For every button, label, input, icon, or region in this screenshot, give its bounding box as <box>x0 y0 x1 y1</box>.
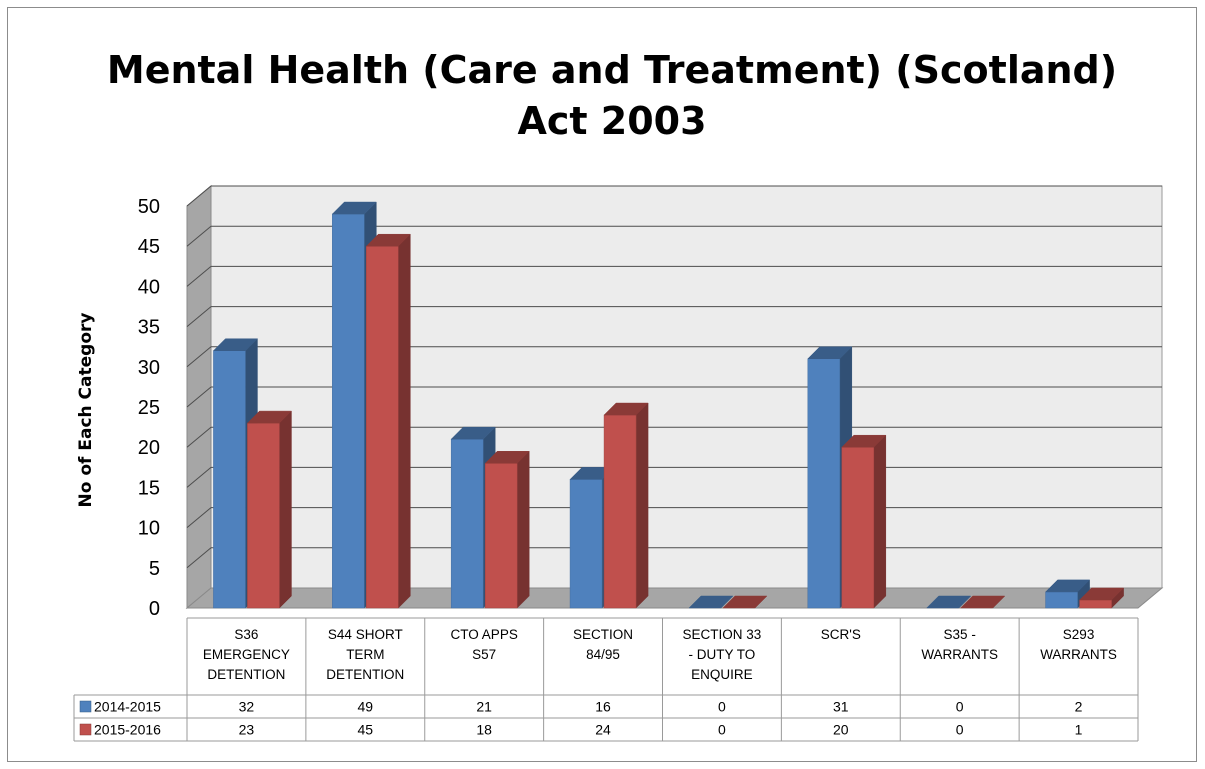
bar-top-2014-2015 <box>212 338 259 351</box>
gridline-side <box>186 547 212 569</box>
bar-top-2014-2015 <box>331 201 377 215</box>
y-tick-label: 40 <box>138 276 160 298</box>
data-table-cell: 21 <box>476 699 492 715</box>
bar-top-2014-2015 <box>688 595 734 609</box>
data-table-cell: 45 <box>358 722 374 738</box>
bar-2015-2016 <box>484 463 518 609</box>
chart-title-line-1: Mental Health (Care and Treatment) (Scot… <box>107 48 1117 92</box>
y-tick-label: 15 <box>138 477 160 499</box>
data-table-cell: 0 <box>956 722 964 738</box>
data-table-cell: 32 <box>239 699 255 715</box>
category-label: CTO APPS <box>451 627 518 642</box>
bar-top-2015-2016 <box>1078 587 1125 601</box>
bar-2014-2015 <box>450 438 484 609</box>
gridline-side <box>186 266 212 287</box>
bar-2015-2016 <box>603 414 637 609</box>
category-label: - DUTY TO <box>689 647 756 662</box>
chart-title-line-2: Act 2003 <box>517 99 706 143</box>
data-table-cell: 0 <box>956 699 964 715</box>
category-label: SCR'S <box>821 627 861 642</box>
bar-top-2014-2015 <box>926 595 972 609</box>
y-tick-label: 10 <box>138 518 160 540</box>
category-label: WARRANTS <box>921 647 998 662</box>
category-label: S293 <box>1063 627 1095 642</box>
data-table-cell: 0 <box>718 699 726 715</box>
bar-2015-2016 <box>841 446 875 609</box>
y-tick-label: 50 <box>138 196 160 218</box>
bar-side-2015-2016 <box>279 410 292 609</box>
bar-2015-2016 <box>247 422 280 609</box>
bar-side-2015-2016 <box>635 402 649 609</box>
category-label: S44 SHORT <box>328 627 403 642</box>
data-table-cell: 1 <box>1075 722 1083 738</box>
gridline-side <box>186 467 212 488</box>
data-table-cell: 18 <box>476 722 492 738</box>
category-label: SECTION <box>573 627 633 642</box>
gridline-side <box>186 426 212 448</box>
category-label: EMERGENCY <box>203 647 290 662</box>
category-label: SECTION 33 <box>683 627 762 642</box>
gridline-side <box>186 306 212 327</box>
data-table-cell: 24 <box>595 722 611 738</box>
bar-2014-2015 <box>1045 591 1078 609</box>
bar-2014-2015 <box>332 213 365 609</box>
legend-label: 2015-2016 <box>94 722 161 738</box>
bar-2014-2015 <box>213 350 246 609</box>
bar-2014-2015 <box>807 358 841 609</box>
legend-key-2015-2016 <box>79 723 92 736</box>
bar-2015-2016 <box>1079 599 1112 609</box>
bar-top-2015-2016 <box>722 595 768 609</box>
y-tick-label: 25 <box>138 397 160 419</box>
category-label: S35 - <box>944 627 976 642</box>
bar-top-2015-2016 <box>603 402 649 416</box>
bar-top-2015-2016 <box>484 451 530 464</box>
bar-2015-2016 <box>366 245 399 609</box>
gridline-side <box>186 386 212 408</box>
data-table-cell: 20 <box>833 722 849 738</box>
bar-top-2015-2016 <box>365 233 411 247</box>
bar-top-2014-2015 <box>450 426 496 440</box>
bar-top-2014-2015 <box>807 346 853 360</box>
category-label: S36 <box>234 627 258 642</box>
y-tick-label: 30 <box>138 357 160 379</box>
legend-key-2014-2015 <box>79 700 92 713</box>
y-tick-label: 5 <box>149 558 160 580</box>
bar-side-2015-2016 <box>398 233 411 609</box>
bar-top-2014-2015 <box>1044 579 1091 593</box>
legend-label: 2014-2015 <box>94 699 161 715</box>
bar-2014-2015 <box>569 479 603 609</box>
gridline-side <box>186 346 212 368</box>
category-label: TERM <box>346 647 384 662</box>
category-label: DETENTION <box>207 667 285 682</box>
data-table-cell: 23 <box>239 722 255 738</box>
gridline-side <box>186 507 212 528</box>
gridline-side <box>186 185 212 207</box>
bar-top-2015-2016 <box>960 595 1006 609</box>
bar-side-2015-2016 <box>516 450 530 609</box>
data-table-cell: 2 <box>1075 699 1083 715</box>
category-label: WARRANTS <box>1040 647 1117 662</box>
data-table-cell: 0 <box>718 722 726 738</box>
data-table-cell: 31 <box>833 699 849 715</box>
y-tick-label: 45 <box>138 236 160 258</box>
category-label: ENQUIRE <box>691 667 753 682</box>
category-label: DETENTION <box>326 667 404 682</box>
bar-top-2015-2016 <box>841 434 887 448</box>
data-table-cell: 49 <box>358 699 374 715</box>
data-table-cell: 16 <box>595 699 611 715</box>
bar-side-2015-2016 <box>873 434 887 609</box>
y-tick-label: 20 <box>138 437 160 459</box>
y-axis-label: No of Each Category <box>76 313 96 508</box>
bar-top-2015-2016 <box>246 410 293 424</box>
y-tick-label: 0 <box>149 598 160 620</box>
y-tick-label: 35 <box>138 317 160 339</box>
category-label: 84/95 <box>586 647 620 662</box>
gridline-side <box>186 225 212 247</box>
category-label: S57 <box>472 647 496 662</box>
